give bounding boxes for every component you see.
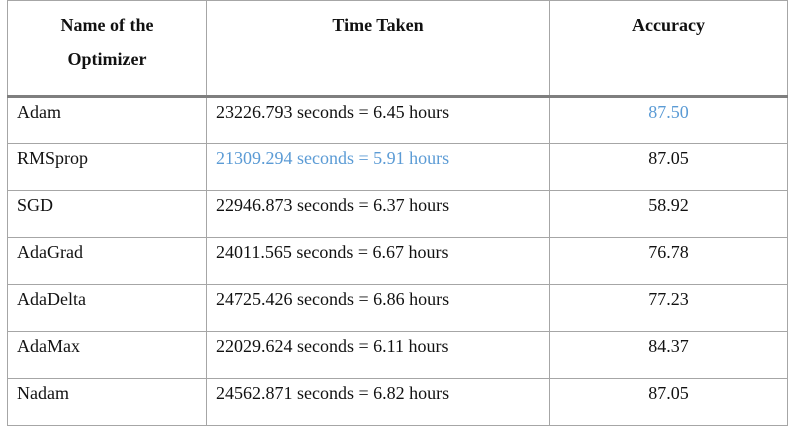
time-taken: 23226.793 seconds = 6.45 hours xyxy=(206,96,550,144)
table-row: AdaGrad 24011.565 seconds = 6.67 hours 7… xyxy=(7,237,788,285)
table-row: AdaDelta 24725.426 seconds = 6.86 hours … xyxy=(7,284,788,332)
time-taken: 21309.294 seconds = 5.91 hours xyxy=(206,143,550,191)
table-row: Nadam 24562.871 seconds = 6.82 hours 87.… xyxy=(7,378,788,426)
optimizer-name: AdaMax xyxy=(7,331,207,379)
table-row: Adam 23226.793 seconds = 6.45 hours 87.5… xyxy=(7,96,788,144)
accuracy-value: 87.05 xyxy=(549,378,788,426)
header-time-taken: Time Taken xyxy=(206,0,550,98)
header-accuracy: Accuracy xyxy=(549,0,788,98)
optimizer-name: SGD xyxy=(7,190,207,238)
table-row: SGD 22946.873 seconds = 6.37 hours 58.92 xyxy=(7,190,788,238)
accuracy-value: 77.23 xyxy=(549,284,788,332)
accuracy-value: 87.50 xyxy=(549,96,788,144)
accuracy-value: 58.92 xyxy=(549,190,788,238)
optimizer-name: Adam xyxy=(7,96,207,144)
header-optimizer-name: Name of the Optimizer xyxy=(7,0,207,98)
header-optimizer-name-line2: Optimizer xyxy=(67,49,147,69)
optimizer-name: Nadam xyxy=(7,378,207,426)
time-taken: 24011.565 seconds = 6.67 hours xyxy=(206,237,550,285)
table-row: RMSprop 21309.294 seconds = 5.91 hours 8… xyxy=(7,143,788,191)
optimizer-name: AdaGrad xyxy=(7,237,207,285)
time-taken: 24562.871 seconds = 6.82 hours xyxy=(206,378,550,426)
header-row: Name of the Optimizer Time Taken Accurac… xyxy=(7,0,788,98)
table-row: AdaMax 22029.624 seconds = 6.11 hours 84… xyxy=(7,331,788,379)
time-taken: 22029.624 seconds = 6.11 hours xyxy=(206,331,550,379)
accuracy-value: 76.78 xyxy=(549,237,788,285)
accuracy-value: 84.37 xyxy=(549,331,788,379)
time-taken: 24725.426 seconds = 6.86 hours xyxy=(206,284,550,332)
header-optimizer-name-line1: Name of the xyxy=(60,15,154,35)
time-taken: 22946.873 seconds = 6.37 hours xyxy=(206,190,550,238)
optimizer-comparison-table: Name of the Optimizer Time Taken Accurac… xyxy=(7,0,788,426)
table-body: Adam 23226.793 seconds = 6.45 hours 87.5… xyxy=(7,96,788,426)
optimizer-name: AdaDelta xyxy=(7,284,207,332)
optimizer-name: RMSprop xyxy=(7,143,207,191)
accuracy-value: 87.05 xyxy=(549,143,788,191)
table-header: Name of the Optimizer Time Taken Accurac… xyxy=(7,0,788,98)
